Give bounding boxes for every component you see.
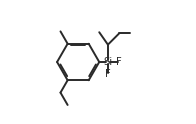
Text: F: F	[116, 57, 122, 67]
Text: F: F	[105, 69, 111, 79]
Text: Si: Si	[103, 57, 113, 67]
